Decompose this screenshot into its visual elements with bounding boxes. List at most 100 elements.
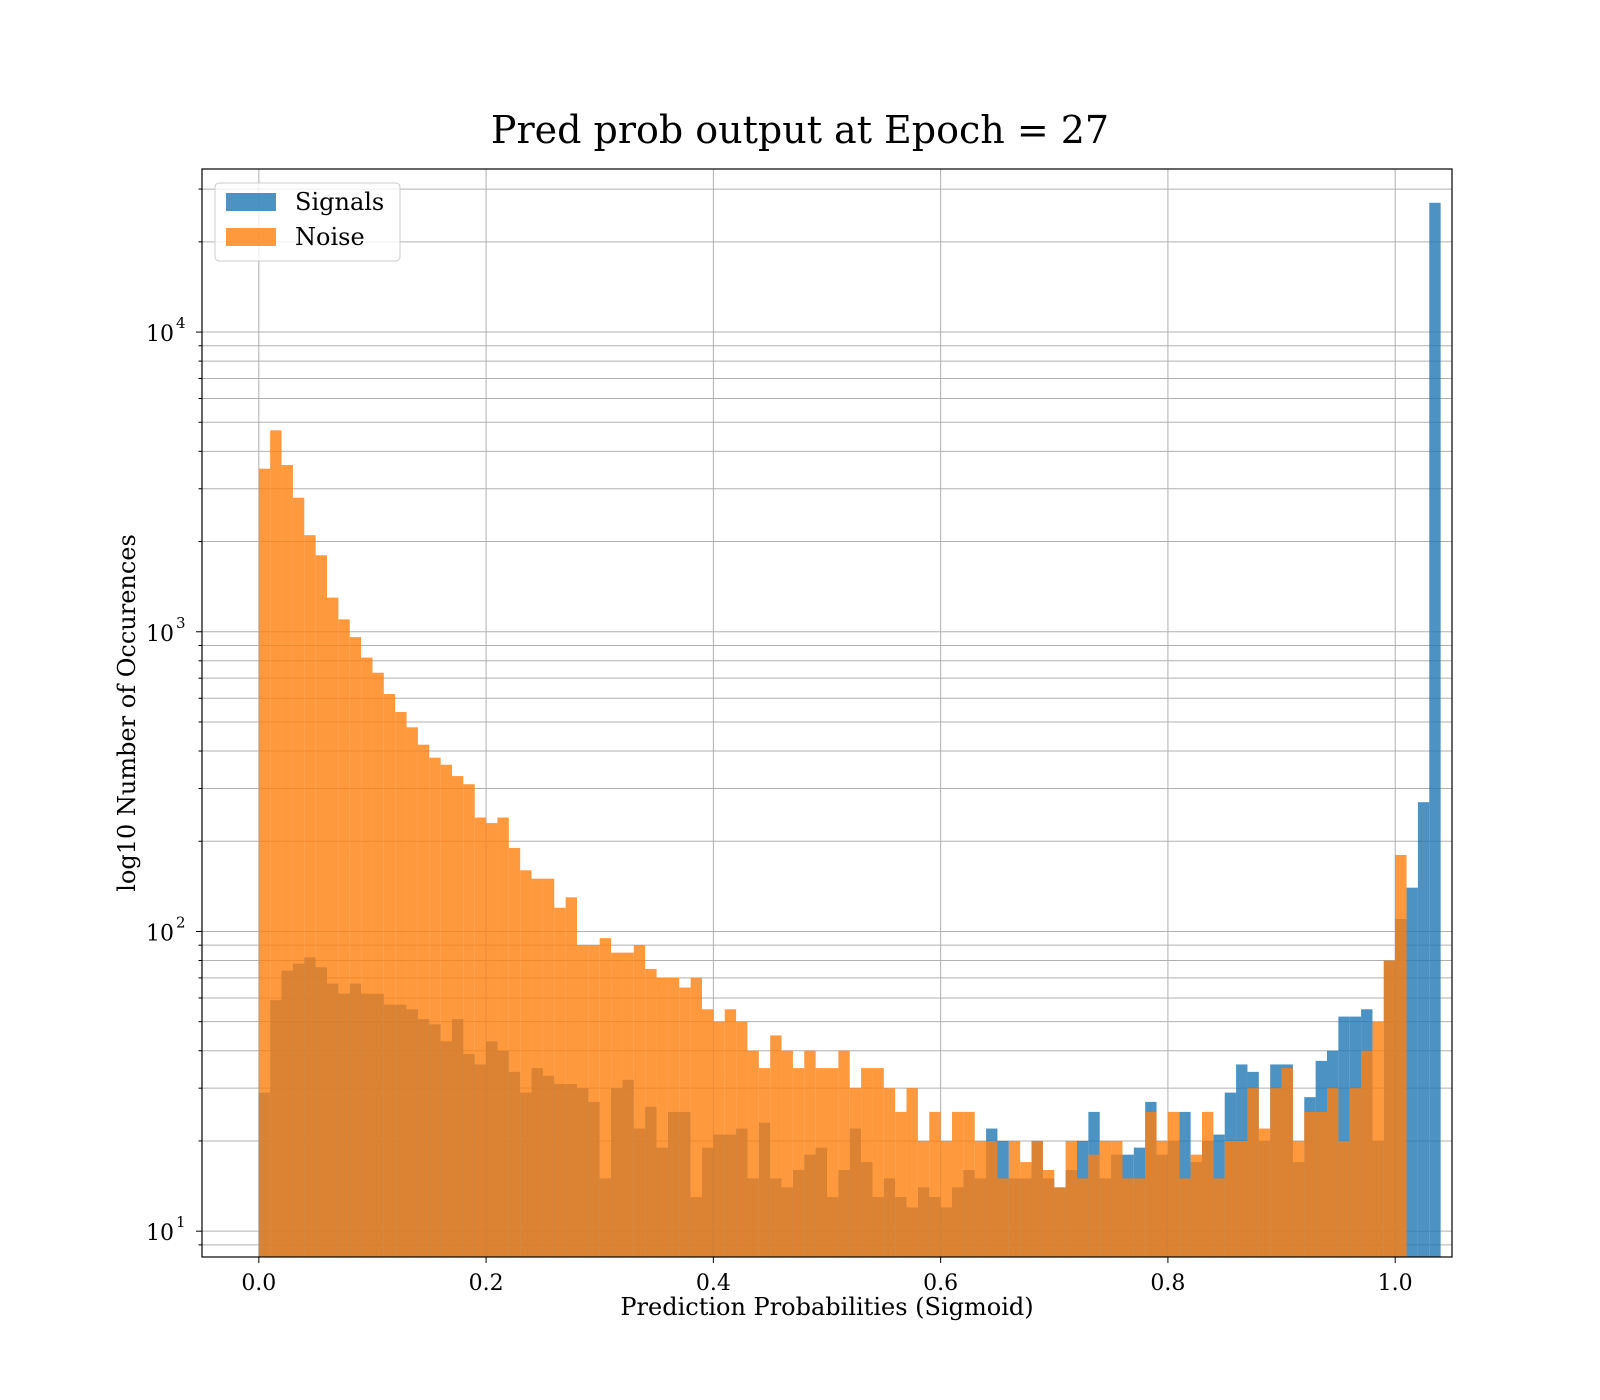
bar-noise bbox=[997, 1178, 1009, 1257]
bar-noise bbox=[599, 938, 612, 1257]
legend-swatch-noise bbox=[226, 228, 276, 246]
bar-noise bbox=[577, 945, 589, 1257]
bar-noise bbox=[588, 945, 600, 1257]
bar-noise bbox=[1077, 1178, 1089, 1257]
bar-noise bbox=[804, 1050, 816, 1257]
y-tick-exponent: 4 bbox=[176, 314, 186, 332]
bar-noise bbox=[838, 1050, 850, 1257]
bar-noise bbox=[815, 1068, 827, 1257]
bar-noise bbox=[327, 597, 339, 1257]
bar-noise bbox=[940, 1140, 952, 1257]
bar-noise bbox=[883, 1088, 896, 1257]
bar-noise bbox=[792, 1068, 805, 1257]
bar-noise bbox=[338, 619, 350, 1257]
bar-noise bbox=[1372, 1021, 1384, 1257]
legend-swatch-signals bbox=[226, 193, 276, 211]
bar-noise bbox=[747, 1050, 759, 1257]
bar-noise bbox=[1111, 1140, 1123, 1257]
bar-noise bbox=[531, 878, 543, 1257]
bar-noise bbox=[1315, 1111, 1327, 1257]
bar-noise bbox=[656, 977, 668, 1257]
bar-noise bbox=[917, 1140, 930, 1257]
x-tick-label: 0.2 bbox=[469, 1271, 504, 1296]
bar-noise bbox=[372, 672, 384, 1257]
bar-noise bbox=[770, 1035, 782, 1257]
bar-noise bbox=[258, 468, 271, 1258]
bar-noise bbox=[429, 757, 441, 1257]
bar-noise bbox=[724, 1009, 737, 1257]
bar-noise bbox=[281, 465, 293, 1257]
bar-noise bbox=[702, 1009, 714, 1257]
bar-noise bbox=[1213, 1178, 1225, 1257]
bar-noise bbox=[463, 784, 475, 1257]
bar-noise bbox=[315, 555, 327, 1257]
bar-noise bbox=[1224, 1140, 1237, 1257]
bar-noise bbox=[861, 1068, 873, 1257]
bar-noise bbox=[1122, 1178, 1134, 1257]
bar-noise bbox=[270, 430, 282, 1258]
x-axis-ticks: 0.0 0.2 0.4 0.6 0.8 1.0 bbox=[241, 1257, 1413, 1296]
y-tick-label: 10 bbox=[146, 322, 174, 347]
bar-noise bbox=[1054, 1187, 1066, 1257]
bar-noise bbox=[361, 657, 373, 1257]
x-tick-label: 1.0 bbox=[1378, 1271, 1413, 1296]
bar-noise bbox=[952, 1111, 964, 1257]
plot-frame bbox=[201, 168, 1453, 1258]
bar-noise bbox=[1281, 1068, 1293, 1257]
bar-noise bbox=[486, 823, 498, 1257]
bar-noise bbox=[452, 776, 464, 1257]
bar-noise bbox=[1020, 1162, 1032, 1257]
bar-noise bbox=[1395, 854, 1407, 1257]
bar-noise bbox=[1338, 1140, 1350, 1257]
y-tick-label: 10 bbox=[146, 921, 174, 946]
bar-noise bbox=[1202, 1111, 1214, 1257]
y-tick-label: 10 bbox=[146, 622, 174, 647]
bar-noise bbox=[1008, 1140, 1021, 1257]
bar-noise bbox=[1042, 1169, 1055, 1257]
bar-noise bbox=[736, 1021, 748, 1257]
bar-noise bbox=[679, 987, 691, 1257]
bar-noise bbox=[292, 497, 305, 1257]
bar-noise bbox=[849, 1088, 862, 1257]
bar-noise bbox=[633, 945, 646, 1257]
bar-noise bbox=[713, 1021, 725, 1257]
bar-noise bbox=[417, 744, 430, 1257]
bar-noise bbox=[1270, 1088, 1282, 1257]
bar-noise bbox=[1133, 1178, 1146, 1257]
y-tick-exponent: 1 bbox=[176, 1213, 186, 1231]
bar-noise bbox=[1031, 1140, 1043, 1257]
bar-noise bbox=[349, 637, 362, 1257]
bar-noise bbox=[895, 1111, 907, 1257]
bar-noise bbox=[554, 907, 566, 1257]
bar-noise bbox=[1065, 1140, 1077, 1257]
bar-noise bbox=[758, 1068, 771, 1257]
bar-noise bbox=[1167, 1111, 1180, 1257]
y-tick-label: 10 bbox=[146, 1221, 174, 1246]
y-tick-exponent: 2 bbox=[176, 913, 186, 931]
bar-noise bbox=[1247, 1088, 1259, 1257]
bar-noise bbox=[542, 878, 555, 1257]
bar-noise bbox=[520, 870, 532, 1257]
bar-noise bbox=[1361, 1050, 1373, 1257]
legend-label-noise: Noise bbox=[295, 223, 365, 251]
y-axis-label: log10 Number of Occurences bbox=[113, 534, 141, 892]
bar-noise bbox=[497, 817, 509, 1257]
y-tick-exponent: 3 bbox=[176, 614, 186, 632]
bar-noise bbox=[1099, 1140, 1112, 1257]
bar-noise bbox=[474, 817, 487, 1257]
bar-noise bbox=[383, 693, 396, 1257]
x-tick-label: 0.8 bbox=[1150, 1271, 1185, 1296]
bar-noise bbox=[508, 847, 521, 1257]
bar-noise bbox=[1145, 1111, 1157, 1257]
bar-noise bbox=[1190, 1154, 1202, 1257]
bar-noise bbox=[1236, 1140, 1248, 1257]
bar-noise bbox=[963, 1111, 975, 1257]
bar-noise bbox=[1349, 1088, 1362, 1257]
bar-noise bbox=[622, 952, 634, 1257]
bar-noise bbox=[929, 1111, 941, 1257]
bar-noise bbox=[1327, 1088, 1339, 1257]
bar-noise bbox=[304, 535, 316, 1257]
bar-noise bbox=[1258, 1128, 1271, 1257]
legend-label-signals: Signals bbox=[295, 188, 384, 216]
